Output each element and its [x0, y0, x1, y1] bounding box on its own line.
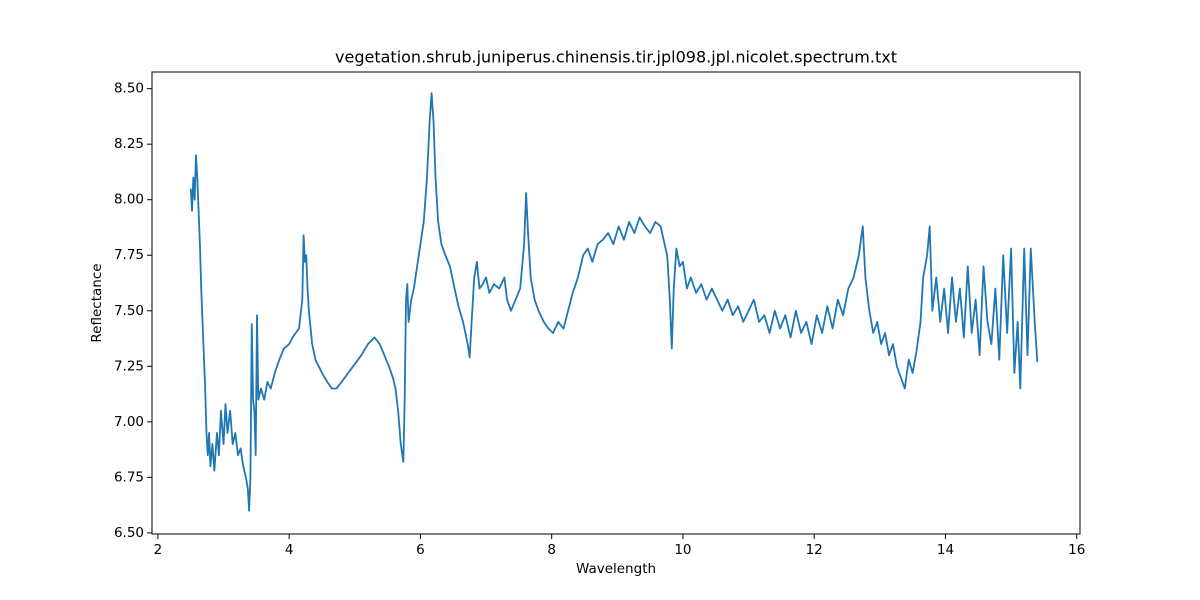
- y-axis-label: Reflectance: [89, 263, 105, 342]
- y-tick-label: 7.50: [114, 303, 144, 319]
- y-tick-label: 8.25: [114, 136, 144, 152]
- y-tick-label: 8.50: [114, 81, 144, 97]
- x-axis-label: Wavelength: [576, 561, 656, 577]
- y-tick-label: 8.00: [114, 192, 144, 208]
- y-tick-label: 6.50: [114, 525, 144, 541]
- y-tick-label: 7.25: [114, 358, 144, 374]
- x-tick-label: 10: [674, 542, 691, 558]
- y-tick-label: 6.75: [114, 469, 144, 485]
- x-tick-label: 2: [154, 542, 163, 558]
- chart-title: vegetation.shrub.juniperus.chinensis.tir…: [335, 48, 897, 67]
- x-tick-label: 6: [416, 542, 425, 558]
- spectrum-line: [189, 92, 1039, 512]
- x-tick-label: 8: [547, 542, 556, 558]
- plot-frame: [151, 71, 1081, 535]
- y-tick-label: 7.00: [114, 414, 144, 430]
- x-tick-label: 16: [1068, 542, 1085, 558]
- y-tick-label: 7.75: [114, 247, 144, 263]
- x-tick-label: 14: [937, 542, 954, 558]
- x-tick-label: 4: [285, 542, 294, 558]
- x-tick-label: 12: [806, 542, 823, 558]
